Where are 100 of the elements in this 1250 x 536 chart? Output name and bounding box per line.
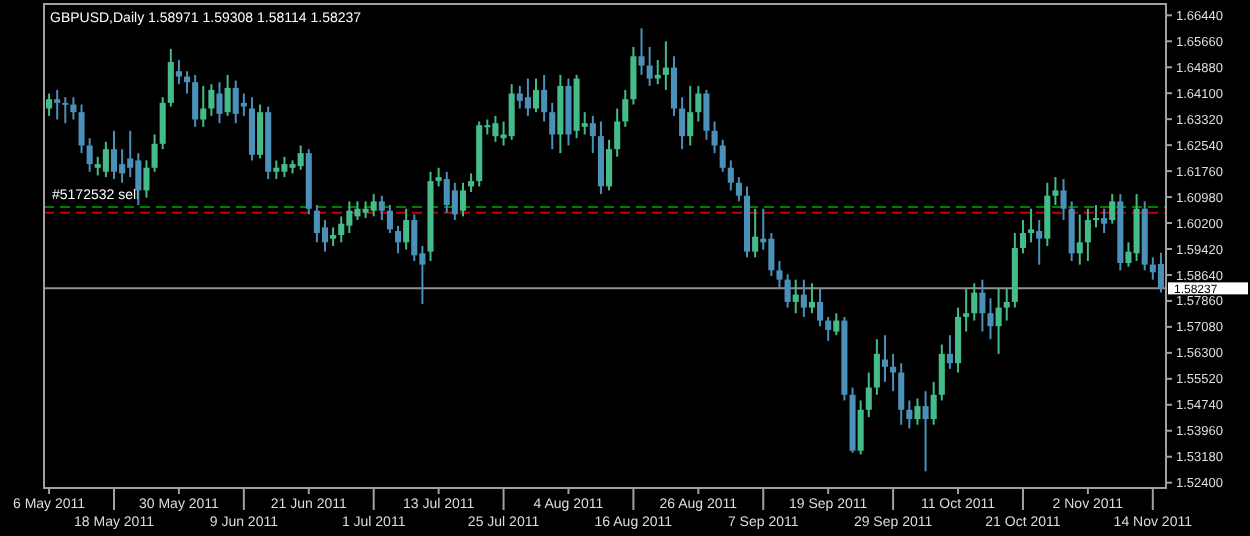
candlestick (451, 181, 458, 222)
candlestick (378, 194, 385, 222)
candlestick (995, 287, 1002, 355)
candlestick (808, 282, 815, 315)
candlestick (1092, 204, 1100, 229)
candlestick (248, 96, 256, 162)
candlestick (516, 84, 523, 110)
candlestick (273, 159, 280, 181)
candlestick (614, 107, 621, 158)
candlestick (257, 103, 264, 160)
candlestick (606, 138, 613, 192)
candlestick (240, 92, 247, 117)
candlestick (776, 259, 783, 290)
candlestick (297, 144, 304, 171)
candlestick (898, 362, 905, 426)
candlestick (971, 282, 978, 322)
candlestick (914, 397, 921, 426)
candlestick (589, 114, 596, 155)
candlestick (1084, 207, 1091, 262)
candlestick (94, 155, 101, 177)
candlestick (987, 297, 994, 341)
candlestick (330, 226, 337, 247)
candlestick (86, 137, 93, 173)
candlestick (719, 138, 726, 173)
candlestick (549, 101, 556, 151)
candlestick (281, 155, 288, 179)
candlestick (654, 58, 661, 86)
candlestick (1060, 178, 1067, 222)
candlestick (443, 170, 450, 214)
candlestick (946, 334, 953, 370)
candlestick (313, 204, 320, 244)
candlestick (541, 73, 548, 123)
candlestick (768, 232, 775, 277)
candlestick (508, 83, 515, 141)
candlestick (403, 207, 410, 251)
candlestick (354, 200, 361, 222)
candlestick (817, 287, 824, 328)
candlestick (695, 84, 702, 123)
candlestick (395, 224, 402, 255)
candlestick (630, 45, 637, 106)
candlestick (102, 140, 109, 179)
candlestick (679, 96, 686, 151)
candlestick (346, 200, 353, 235)
candlestick (159, 96, 166, 151)
candlestick (524, 77, 531, 117)
candlestick (338, 215, 345, 244)
candlestick (646, 45, 653, 87)
candlestick (411, 213, 418, 262)
candlestick (800, 278, 807, 318)
candlestick (192, 73, 199, 128)
candlestick (321, 219, 329, 253)
candlestick (143, 159, 150, 199)
candlestick (979, 278, 986, 333)
candlestick (727, 159, 734, 192)
candlestick (200, 84, 207, 128)
candlestick (963, 287, 970, 333)
candlestick (492, 114, 499, 143)
candlestick (1044, 181, 1051, 247)
candlestick (175, 58, 182, 86)
candlestick (857, 399, 864, 456)
candlestick (110, 129, 118, 181)
candlestick (119, 148, 126, 184)
candlestick (62, 96, 69, 125)
candlestick (752, 207, 759, 259)
candlestick (1019, 219, 1026, 255)
candlestick (1028, 207, 1035, 244)
candlestick (703, 88, 710, 141)
candlestick (873, 338, 880, 396)
candlestick (662, 40, 669, 91)
candlestick (622, 88, 629, 128)
candlestick (711, 120, 718, 155)
candlestick (1101, 207, 1108, 235)
candlestick (468, 172, 475, 194)
candlestick (865, 371, 872, 419)
candlestick (459, 181, 467, 218)
candlestick (1133, 193, 1140, 262)
candlestick (167, 47, 174, 108)
candlestick (1068, 200, 1075, 262)
candlestick (825, 315, 832, 342)
candlestick (687, 84, 694, 147)
candlestick (151, 133, 158, 173)
candlestick (922, 390, 929, 473)
candlestick (54, 88, 61, 121)
candlestick (1157, 251, 1164, 294)
candlestick (46, 92, 53, 117)
candlestick (938, 343, 945, 402)
candlestick (784, 273, 791, 309)
candlestick (216, 81, 223, 125)
candlestick (906, 399, 913, 430)
candlestick (735, 176, 742, 203)
candlestick (532, 77, 540, 114)
candlestick (1109, 193, 1116, 225)
candlestick (435, 166, 442, 188)
candlestick (1076, 213, 1083, 266)
candlestick (1052, 176, 1059, 207)
candlestick (78, 103, 85, 155)
candlestick (370, 193, 377, 218)
candlestick (386, 204, 393, 235)
candlestick (833, 312, 840, 337)
candlestick (670, 55, 678, 117)
